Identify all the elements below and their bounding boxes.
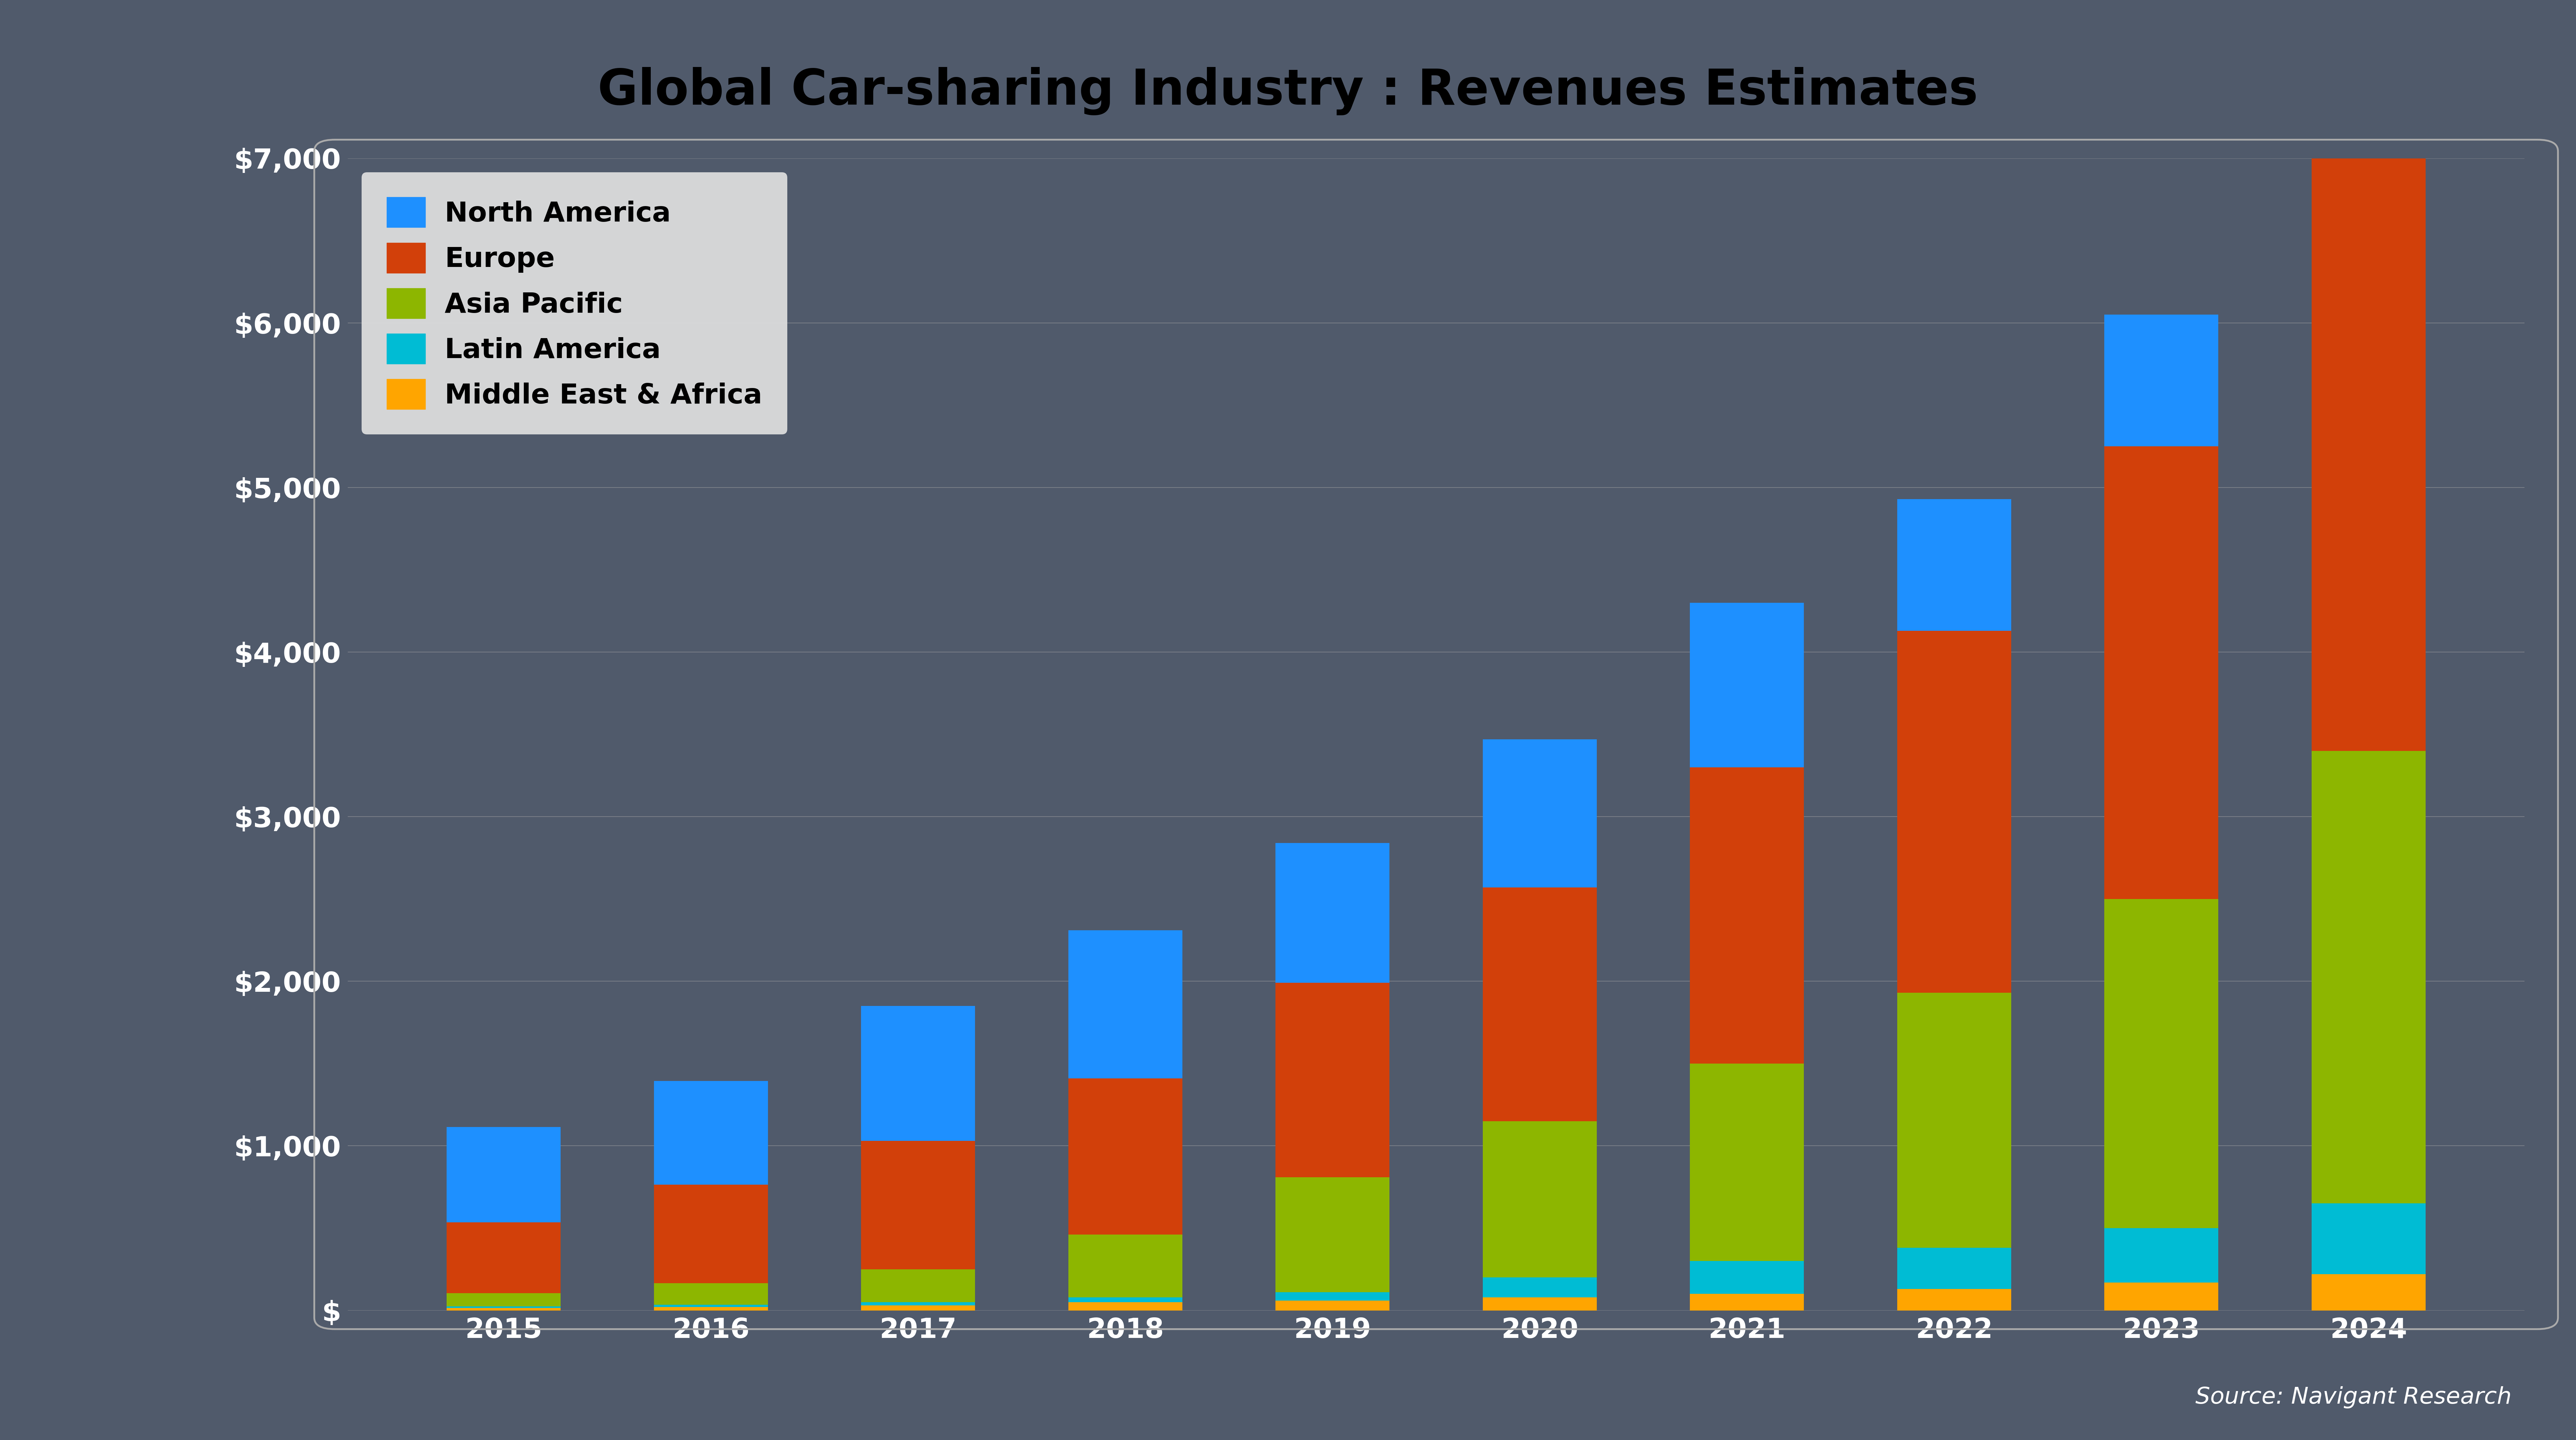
Bar: [446, 1308, 562, 1310]
Bar: [2105, 315, 2218, 446]
Bar: [860, 1302, 976, 1306]
Bar: [1275, 1300, 1388, 1310]
Bar: [1484, 887, 1597, 1122]
Bar: [860, 1007, 976, 1140]
Bar: [446, 1128, 562, 1223]
Bar: [654, 1185, 768, 1283]
Bar: [1069, 1079, 1182, 1234]
Bar: [2105, 446, 2218, 899]
Bar: [1275, 1292, 1388, 1300]
Bar: [1484, 739, 1597, 887]
Bar: [654, 1283, 768, 1305]
Bar: [2105, 1283, 2218, 1310]
Bar: [1069, 930, 1182, 1079]
Bar: [1275, 984, 1388, 1176]
Bar: [2105, 1228, 2218, 1283]
Bar: [860, 1269, 976, 1302]
Bar: [1275, 1176, 1388, 1292]
Bar: [1896, 500, 2012, 631]
Bar: [2105, 899, 2218, 1228]
Bar: [1690, 1064, 1803, 1261]
Bar: [1484, 1297, 1597, 1310]
Bar: [1690, 603, 1803, 768]
Bar: [860, 1140, 976, 1269]
Bar: [1484, 1277, 1597, 1297]
Bar: [446, 1223, 562, 1293]
Bar: [1896, 631, 2012, 992]
Bar: [446, 1293, 562, 1306]
Bar: [446, 1306, 562, 1308]
Bar: [2311, 0, 2427, 750]
Bar: [1069, 1297, 1182, 1302]
Bar: [2311, 750, 2427, 1204]
Bar: [1690, 1261, 1803, 1295]
Bar: [1069, 1302, 1182, 1310]
Bar: [1275, 842, 1388, 984]
Bar: [1484, 1122, 1597, 1277]
Bar: [654, 1081, 768, 1185]
Bar: [1896, 1248, 2012, 1289]
Bar: [1690, 1295, 1803, 1310]
Text: Global Car-sharing Industry : Revenues Estimates: Global Car-sharing Industry : Revenues E…: [598, 66, 1978, 115]
Bar: [2311, 1274, 2427, 1310]
Bar: [1069, 1234, 1182, 1297]
Bar: [1896, 1289, 2012, 1310]
Bar: [860, 1306, 976, 1310]
Bar: [1896, 992, 2012, 1248]
Bar: [2311, 1204, 2427, 1274]
Bar: [654, 1305, 768, 1308]
Text: Source: Navigant Research: Source: Navigant Research: [2195, 1387, 2512, 1408]
Bar: [1690, 768, 1803, 1064]
Bar: [654, 1308, 768, 1310]
Legend: North America, Europe, Asia Pacific, Latin America, Middle East & Africa: North America, Europe, Asia Pacific, Lat…: [361, 173, 788, 435]
